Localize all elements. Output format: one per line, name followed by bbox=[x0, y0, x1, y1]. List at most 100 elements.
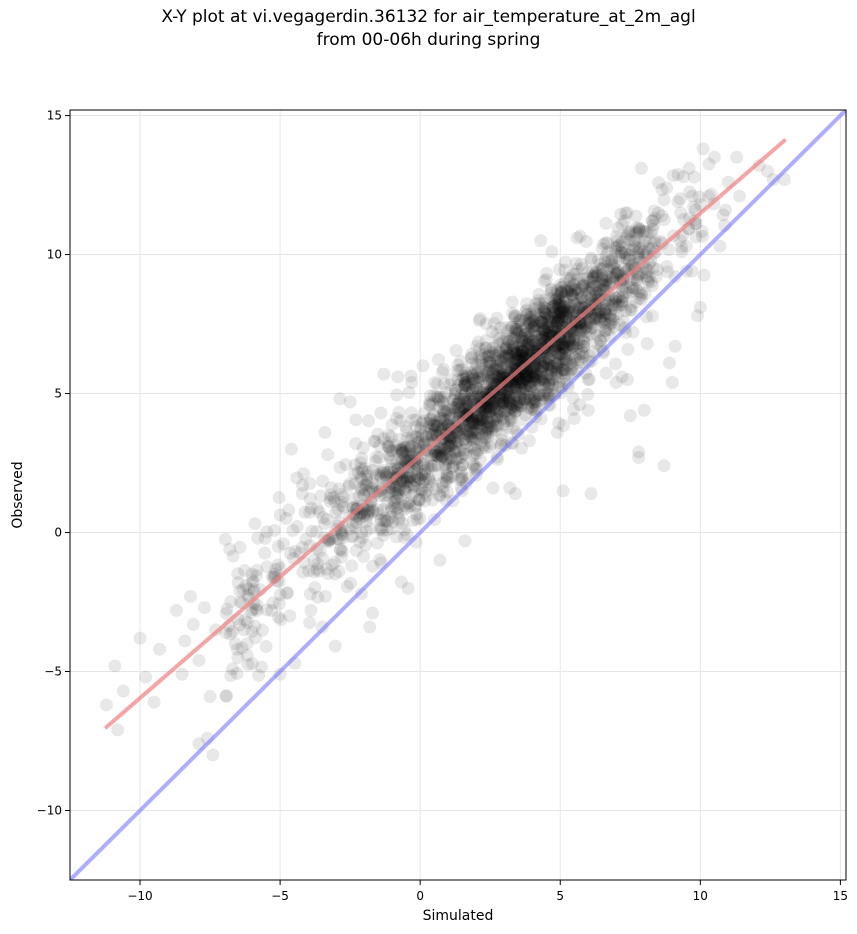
data-point bbox=[516, 387, 530, 401]
data-point bbox=[623, 409, 637, 423]
data-point bbox=[497, 418, 511, 432]
data-point bbox=[665, 375, 679, 389]
data-point bbox=[331, 503, 345, 517]
data-point bbox=[458, 366, 472, 380]
data-point bbox=[403, 477, 417, 491]
data-point bbox=[585, 321, 599, 335]
data-point bbox=[610, 241, 624, 255]
data-point bbox=[500, 342, 514, 356]
data-point bbox=[417, 414, 431, 428]
data-point bbox=[531, 362, 545, 376]
data-point bbox=[512, 354, 526, 368]
data-point bbox=[526, 320, 540, 334]
data-point bbox=[431, 468, 445, 482]
data-point bbox=[376, 528, 390, 542]
data-point bbox=[303, 505, 317, 519]
data-point bbox=[599, 273, 613, 287]
data-point bbox=[609, 291, 623, 305]
data-point bbox=[608, 265, 622, 279]
data-point bbox=[460, 397, 474, 411]
data-point bbox=[444, 373, 458, 387]
data-point bbox=[540, 318, 554, 332]
data-point bbox=[415, 483, 429, 497]
data-point bbox=[478, 431, 492, 445]
data-point bbox=[562, 304, 576, 318]
data-point bbox=[666, 169, 680, 183]
data-point bbox=[524, 380, 538, 394]
data-point bbox=[384, 462, 398, 476]
data-point bbox=[361, 508, 375, 522]
data-point bbox=[521, 339, 535, 353]
data-point bbox=[519, 368, 533, 382]
data-point bbox=[657, 193, 671, 207]
data-point bbox=[535, 314, 549, 328]
data-point bbox=[358, 462, 372, 476]
data-point bbox=[495, 369, 509, 383]
data-point bbox=[453, 363, 467, 377]
data-point bbox=[385, 444, 399, 458]
data-point bbox=[390, 492, 404, 506]
data-point bbox=[355, 461, 369, 475]
data-point bbox=[399, 420, 413, 434]
data-point bbox=[507, 332, 521, 346]
data-point bbox=[463, 393, 477, 407]
data-point bbox=[443, 439, 457, 453]
data-point bbox=[561, 285, 575, 299]
data-point bbox=[398, 483, 412, 497]
data-point bbox=[577, 335, 591, 349]
data-point bbox=[525, 380, 539, 394]
data-point bbox=[577, 339, 591, 353]
data-point bbox=[336, 531, 350, 545]
data-point bbox=[385, 454, 399, 468]
x-tick-label: 5 bbox=[556, 889, 564, 903]
data-point bbox=[394, 575, 408, 589]
data-point bbox=[544, 283, 558, 297]
data-point bbox=[304, 603, 318, 617]
data-point bbox=[465, 440, 479, 454]
data-point bbox=[449, 343, 463, 357]
data-point bbox=[598, 303, 612, 317]
data-point bbox=[451, 373, 465, 387]
data-point bbox=[564, 284, 578, 298]
data-point bbox=[526, 371, 540, 385]
data-point bbox=[554, 351, 568, 365]
data-point bbox=[553, 318, 567, 332]
data-point bbox=[439, 474, 453, 488]
data-point bbox=[594, 310, 608, 324]
data-point bbox=[239, 579, 253, 593]
data-point bbox=[422, 427, 436, 441]
data-point bbox=[441, 439, 455, 453]
data-point bbox=[392, 483, 406, 497]
data-point bbox=[541, 361, 555, 375]
data-point bbox=[483, 355, 497, 369]
data-point bbox=[466, 457, 480, 471]
data-point bbox=[557, 304, 571, 318]
data-point bbox=[600, 236, 614, 250]
data-point bbox=[584, 321, 598, 335]
data-point bbox=[615, 295, 629, 309]
x-tick-label: 10 bbox=[693, 889, 708, 903]
data-point bbox=[495, 361, 509, 375]
data-point bbox=[586, 276, 600, 290]
data-point bbox=[687, 170, 701, 184]
data-point bbox=[510, 345, 524, 359]
data-point bbox=[500, 383, 514, 397]
data-point bbox=[632, 450, 646, 464]
data-point bbox=[522, 330, 536, 344]
data-point bbox=[425, 428, 439, 442]
data-point bbox=[438, 452, 452, 466]
data-point bbox=[503, 481, 517, 495]
data-point bbox=[535, 326, 549, 340]
data-point bbox=[583, 275, 597, 289]
data-point bbox=[335, 528, 349, 542]
data-point bbox=[494, 357, 508, 371]
data-point bbox=[514, 318, 528, 332]
data-point bbox=[404, 440, 418, 454]
data-point bbox=[564, 280, 578, 294]
data-point bbox=[638, 234, 652, 248]
data-point bbox=[514, 347, 528, 361]
data-point bbox=[554, 299, 568, 313]
data-point bbox=[554, 286, 568, 300]
data-point bbox=[449, 435, 463, 449]
data-point bbox=[594, 305, 608, 319]
